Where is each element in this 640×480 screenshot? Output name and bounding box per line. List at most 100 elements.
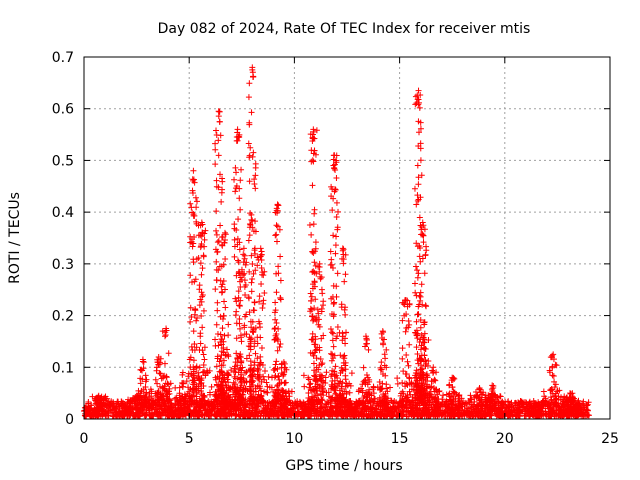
data-point (582, 411, 589, 418)
data-point (301, 383, 308, 390)
data-point (229, 402, 236, 409)
data-point (236, 195, 243, 202)
data-point (234, 235, 241, 242)
data-point (479, 413, 486, 420)
data-point (522, 405, 529, 412)
data-point (216, 118, 223, 125)
data-point (249, 73, 256, 80)
data-point (454, 404, 461, 411)
data-point (508, 409, 515, 416)
data-point (85, 399, 92, 406)
data-point (341, 355, 348, 362)
data-point (529, 411, 536, 418)
data-point (245, 411, 252, 418)
data-point (181, 407, 188, 414)
data-point (342, 304, 349, 311)
data-point (308, 336, 315, 343)
data-point (458, 412, 465, 419)
data-point (334, 412, 341, 419)
data-point (469, 413, 476, 420)
data-point (584, 401, 591, 408)
data-point (212, 146, 219, 153)
data-point (223, 346, 230, 353)
data-point (434, 402, 441, 409)
data-point (504, 412, 511, 419)
data-point (568, 409, 574, 416)
data-point (430, 364, 437, 371)
data-point (309, 248, 316, 255)
data-point (270, 413, 277, 420)
data-point (257, 334, 264, 341)
data-point (360, 364, 367, 371)
data-point (215, 152, 222, 159)
data-point (361, 408, 368, 415)
data-points (81, 64, 592, 420)
data-point (412, 402, 419, 409)
data-point (136, 408, 143, 415)
data-point (414, 92, 421, 99)
data-point (383, 346, 390, 353)
data-point (262, 413, 269, 420)
data-point (334, 270, 341, 277)
data-point (503, 404, 510, 411)
data-point (265, 373, 272, 380)
data-point (413, 292, 420, 299)
data-point (272, 316, 279, 323)
data-point (240, 245, 247, 252)
data-point (193, 317, 200, 324)
data-point (256, 293, 263, 300)
data-point (245, 140, 252, 147)
data-point (413, 367, 420, 374)
data-point (214, 330, 221, 337)
data-point (152, 376, 159, 383)
data-point (516, 407, 523, 414)
data-point (218, 198, 225, 205)
data-point (201, 368, 208, 375)
data-point (426, 404, 433, 411)
data-point (272, 232, 279, 239)
data-point (266, 412, 273, 419)
data-point (214, 307, 221, 314)
data-point (414, 407, 421, 414)
data-point (440, 392, 447, 399)
data-point (378, 410, 385, 417)
data-point (535, 413, 542, 420)
data-point (334, 323, 341, 330)
data-point (245, 412, 252, 419)
data-point (342, 311, 349, 318)
data-point (125, 413, 132, 420)
data-point (394, 380, 401, 387)
data-point (338, 301, 345, 308)
data-point (213, 208, 220, 215)
data-point (492, 411, 499, 418)
data-point (379, 328, 386, 335)
data-point (515, 400, 522, 407)
data-point (398, 402, 405, 409)
data-point (421, 270, 428, 277)
data-point (300, 399, 307, 406)
data-point (412, 289, 419, 296)
data-point (524, 401, 531, 408)
data-point (326, 406, 333, 413)
data-point (212, 336, 219, 343)
data-point (208, 383, 215, 390)
data-point (179, 383, 186, 390)
data-point (399, 345, 406, 352)
data-point (441, 408, 448, 415)
data-point (186, 403, 193, 410)
data-point (332, 363, 339, 370)
data-point (248, 216, 255, 223)
data-point (378, 359, 385, 366)
data-point (237, 359, 244, 366)
data-point (213, 127, 220, 134)
data-point (550, 409, 557, 416)
data-point (295, 411, 302, 418)
data-point (125, 404, 132, 411)
data-point (421, 352, 428, 359)
data-point (394, 375, 401, 382)
data-point (252, 218, 259, 225)
data-point (273, 320, 280, 327)
data-point (294, 398, 301, 405)
data-point (160, 401, 167, 408)
data-point (312, 239, 319, 246)
